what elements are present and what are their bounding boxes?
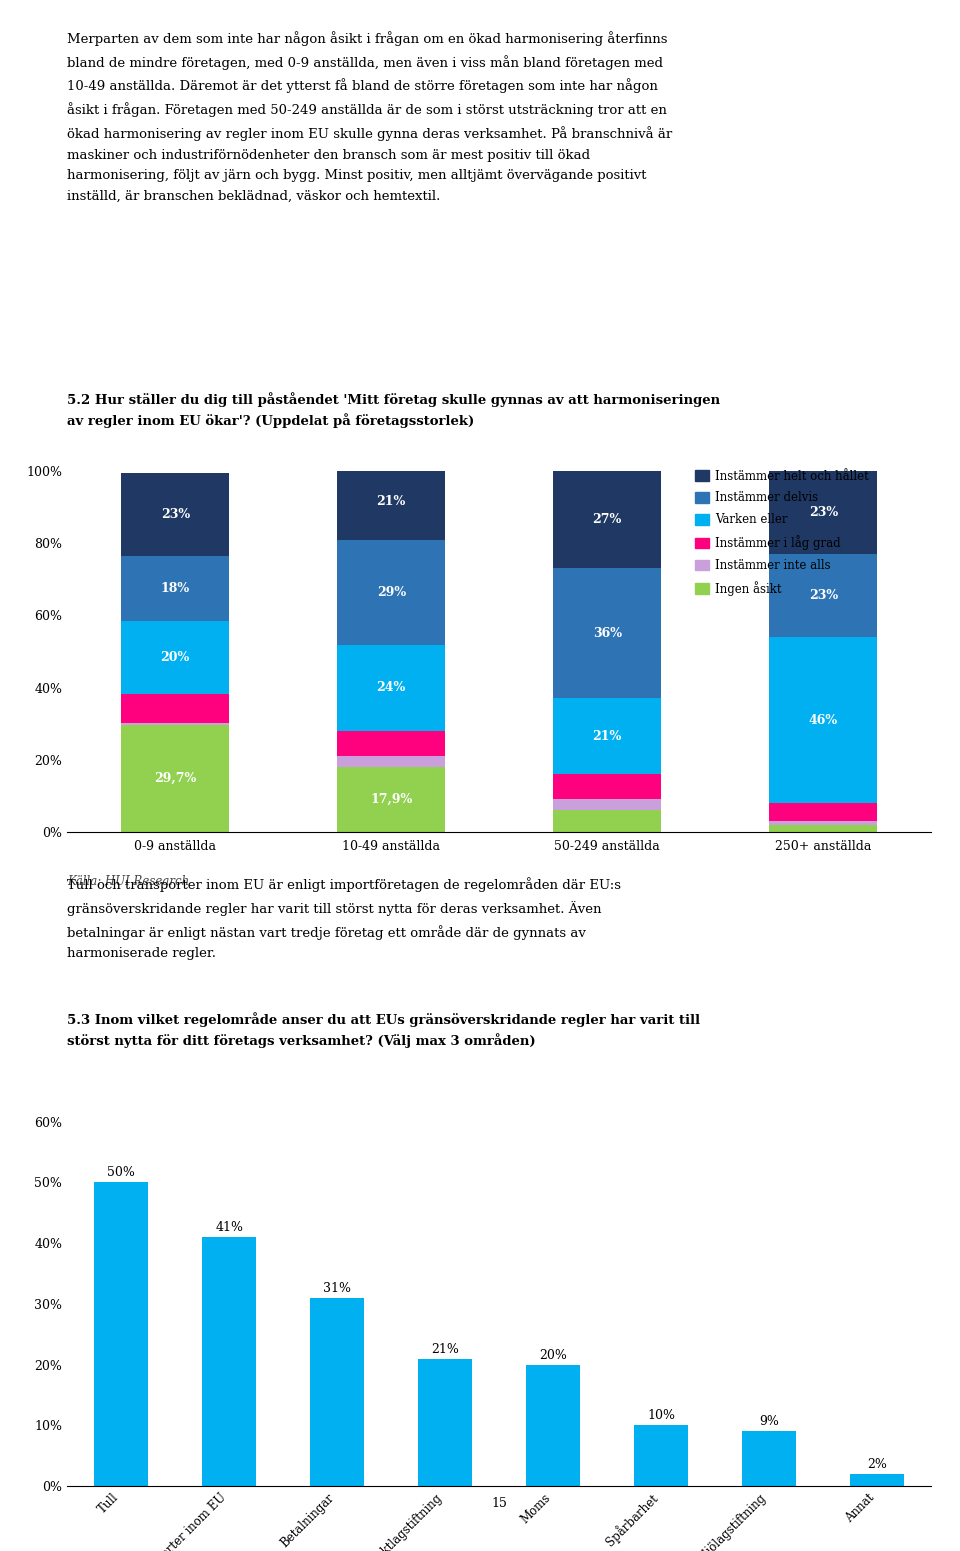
Text: 10%: 10% [647, 1410, 675, 1422]
Bar [742, 1432, 796, 1486]
Text: 20%: 20% [160, 651, 190, 664]
Text: 29%: 29% [376, 586, 406, 599]
Bar [553, 799, 661, 810]
Bar [635, 1425, 688, 1486]
Bar [310, 1298, 364, 1486]
Bar [121, 557, 229, 622]
Bar [769, 472, 877, 554]
Text: 15: 15 [492, 1497, 507, 1509]
Text: 21%: 21% [376, 495, 406, 509]
Text: Källa: HUI Research: Källa: HUI Research [67, 875, 189, 889]
Text: 20%: 20% [540, 1349, 567, 1362]
Bar [337, 768, 445, 831]
Text: 24%: 24% [376, 681, 406, 695]
Bar [419, 1359, 472, 1486]
Bar [769, 637, 877, 803]
Bar [553, 774, 661, 799]
Bar [769, 825, 877, 831]
Bar [337, 731, 445, 757]
Text: 29,7%: 29,7% [154, 772, 197, 785]
Text: 46%: 46% [808, 713, 838, 726]
Text: 21%: 21% [431, 1343, 459, 1356]
Text: 27%: 27% [592, 513, 622, 526]
Bar [851, 1473, 904, 1486]
Legend: Instämmer helt och hållet, Instämmer delvis, Varken eller, Instämmer i låg grad,: Instämmer helt och hållet, Instämmer del… [695, 470, 869, 596]
Text: 23%: 23% [160, 509, 190, 521]
Bar [121, 724, 229, 831]
Text: Tull och transporter inom EU är enligt importföretagen de regelområden där EU:s
: Tull och transporter inom EU är enligt i… [67, 876, 621, 960]
Bar [553, 472, 661, 568]
Bar [121, 473, 229, 557]
Bar [337, 540, 445, 645]
Text: 36%: 36% [592, 627, 622, 641]
Bar [121, 723, 229, 724]
Bar [337, 464, 445, 540]
Bar [203, 1238, 256, 1486]
Bar [769, 554, 877, 637]
Bar [121, 693, 229, 723]
Bar [553, 698, 661, 774]
Bar [553, 810, 661, 831]
Text: 23%: 23% [808, 506, 838, 520]
Text: 5.2 Hur ställer du dig till påståendet 'Mitt företag skulle gynnas av att harmon: 5.2 Hur ställer du dig till påståendet '… [67, 392, 720, 428]
Text: 9%: 9% [759, 1416, 780, 1428]
Text: Merparten av dem som inte har någon åsikt i frågan om en ökad harmonisering åter: Merparten av dem som inte har någon åsik… [67, 31, 672, 203]
Text: 2%: 2% [867, 1458, 887, 1470]
Text: 5.3 Inom vilket regelområde anser du att EUs gränsöverskridande regler har varit: 5.3 Inom vilket regelområde anser du att… [67, 1013, 701, 1048]
Bar [337, 645, 445, 731]
Bar [769, 803, 877, 820]
Bar [121, 622, 229, 693]
Bar [94, 1182, 148, 1486]
Bar [769, 820, 877, 825]
Bar [337, 757, 445, 768]
Text: 41%: 41% [215, 1221, 243, 1235]
Text: 23%: 23% [808, 589, 838, 602]
Text: 50%: 50% [108, 1166, 135, 1179]
Text: 17,9%: 17,9% [370, 793, 413, 807]
Text: 21%: 21% [592, 731, 622, 743]
Text: 31%: 31% [324, 1281, 351, 1295]
Text: 18%: 18% [160, 583, 190, 596]
Bar [553, 568, 661, 698]
Bar [526, 1365, 580, 1486]
